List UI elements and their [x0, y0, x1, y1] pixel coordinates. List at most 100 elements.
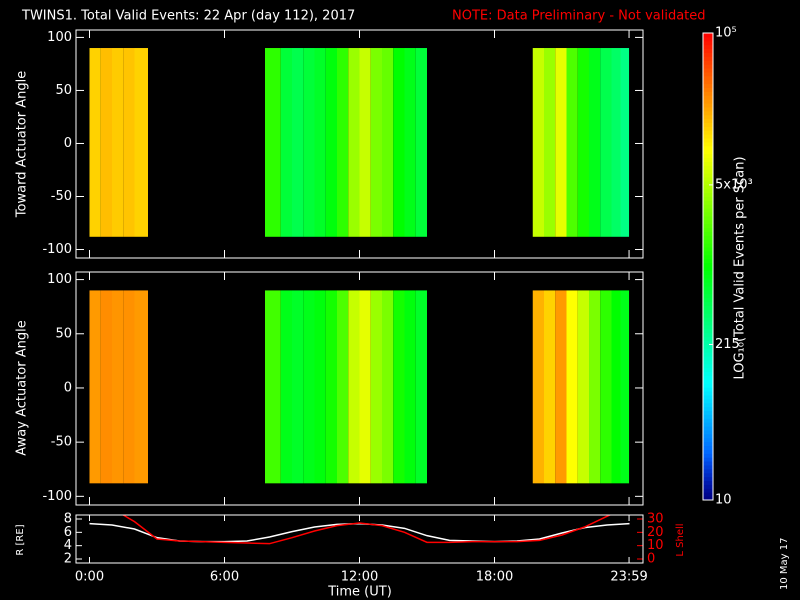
chart-title: TWINS1. Total Valid Events: 22 Apr (day … — [21, 9, 355, 24]
colorbar-step — [703, 282, 713, 287]
y-tick-label: 0 — [64, 380, 72, 395]
heatmap-cell — [348, 290, 360, 484]
colorbar-step — [703, 367, 713, 373]
colorbar-step — [703, 464, 713, 470]
colorbar-step — [703, 429, 713, 435]
plot-area — [89, 515, 630, 545]
heatmap-cell — [292, 290, 304, 484]
colorbar-step — [703, 64, 713, 69]
x-tick-label: 0:00 — [75, 570, 104, 585]
y-axis-label: Toward Actuator Angle — [15, 71, 30, 218]
colorbar-label: LOG₁₀(Total Valid Events per Scan) — [733, 156, 748, 379]
colorbar-step — [703, 254, 713, 260]
colorbar-step — [703, 340, 713, 345]
heatmap-cell — [577, 48, 589, 237]
heatmap-cell — [415, 290, 427, 484]
colorbar-step — [703, 336, 713, 341]
colorbar-step — [703, 184, 713, 190]
y-tick-label: 4 — [64, 538, 72, 553]
heatmap-cell — [611, 48, 621, 237]
colorbar-step — [703, 130, 713, 135]
colorbar-step — [703, 359, 713, 365]
heatmap-cell — [370, 48, 382, 237]
colorbar-step — [703, 437, 713, 443]
colorbar-step — [703, 208, 713, 213]
colorbar-step — [703, 40, 713, 46]
colorbar-step — [703, 496, 713, 501]
colorbar-step — [703, 99, 713, 104]
colorbar-step — [703, 480, 713, 485]
heatmap-cell — [382, 290, 394, 484]
heatmap-cell — [337, 48, 349, 237]
colorbar-step — [703, 44, 713, 50]
colorbar-step — [703, 48, 713, 53]
colorbar-step — [703, 492, 713, 497]
heatmap-cell — [265, 290, 281, 484]
colorbar-step — [703, 196, 713, 201]
colorbar-step — [703, 406, 713, 411]
colorbar-step — [703, 422, 713, 427]
colorbar-step — [703, 180, 713, 186]
heatmap-cell — [325, 290, 337, 484]
colorbar-step — [703, 426, 713, 431]
colorbar-step — [703, 110, 713, 116]
colorbar-step — [703, 68, 713, 73]
y-tick-label: -50 — [51, 435, 72, 450]
colorbar-step — [703, 79, 713, 85]
colorbar-step — [703, 391, 713, 396]
colorbar-step — [703, 71, 713, 77]
colorbar-step — [703, 414, 713, 419]
colorbar-step — [703, 301, 713, 306]
colorbar-step — [703, 138, 713, 143]
colorbar-step — [703, 309, 713, 314]
y-tick-label: 100 — [47, 272, 72, 287]
heatmap-cell — [89, 290, 101, 484]
colorbar-step — [703, 75, 713, 81]
colorbar-step — [703, 204, 713, 209]
y-axis-label: R [RE] — [15, 524, 26, 555]
colorbar-step — [703, 145, 713, 151]
x-axis-label: Time (UT) — [327, 585, 392, 600]
colorbar-step — [703, 433, 713, 439]
heatmap-cell — [359, 48, 371, 237]
heatmap-cell — [600, 290, 612, 484]
colorbar-step — [703, 344, 713, 349]
heatmap-cell — [555, 290, 567, 484]
heatmap-cell — [611, 290, 621, 484]
heatmap-cell — [112, 290, 124, 484]
colorbar-step — [703, 52, 713, 57]
plot-frame — [75, 271, 644, 506]
colorbar-step — [703, 91, 713, 96]
colorbar-step — [703, 36, 713, 42]
colorbar-step — [703, 215, 713, 221]
heatmap-cell — [600, 48, 612, 237]
colorbar-step — [703, 468, 713, 474]
y-tick-label: 50 — [55, 83, 72, 98]
colorbar-step — [703, 95, 713, 100]
colorbar-step — [703, 134, 713, 139]
y-tick-label: 8 — [64, 512, 72, 527]
colorbar-step — [703, 266, 713, 271]
colorbar-tick-label: 10 — [715, 493, 732, 508]
heatmap-cell — [620, 48, 630, 237]
y-tick-label: 100 — [47, 30, 72, 45]
colorbar-step — [703, 262, 713, 267]
x-tick-label: 18:00 — [476, 570, 513, 585]
colorbar-step — [703, 157, 713, 162]
heatmap-cell — [303, 48, 315, 237]
colorbar-step — [703, 223, 713, 229]
colorbar-step — [703, 313, 713, 318]
heatmap-cell — [337, 290, 349, 484]
colorbar-step — [703, 383, 713, 388]
colorbar-step — [703, 363, 713, 369]
colorbar-step — [703, 441, 713, 447]
heatmap-cell — [314, 48, 326, 237]
heatmap-cell — [134, 290, 148, 484]
y-tick-label: 2 — [64, 552, 72, 567]
heatmap-cell — [134, 48, 148, 237]
colorbar-step — [703, 270, 713, 275]
colorbar-step — [703, 165, 713, 170]
heatmap-cell — [589, 290, 601, 484]
heatmap-cell — [303, 290, 315, 484]
colorbar-step — [703, 103, 713, 108]
